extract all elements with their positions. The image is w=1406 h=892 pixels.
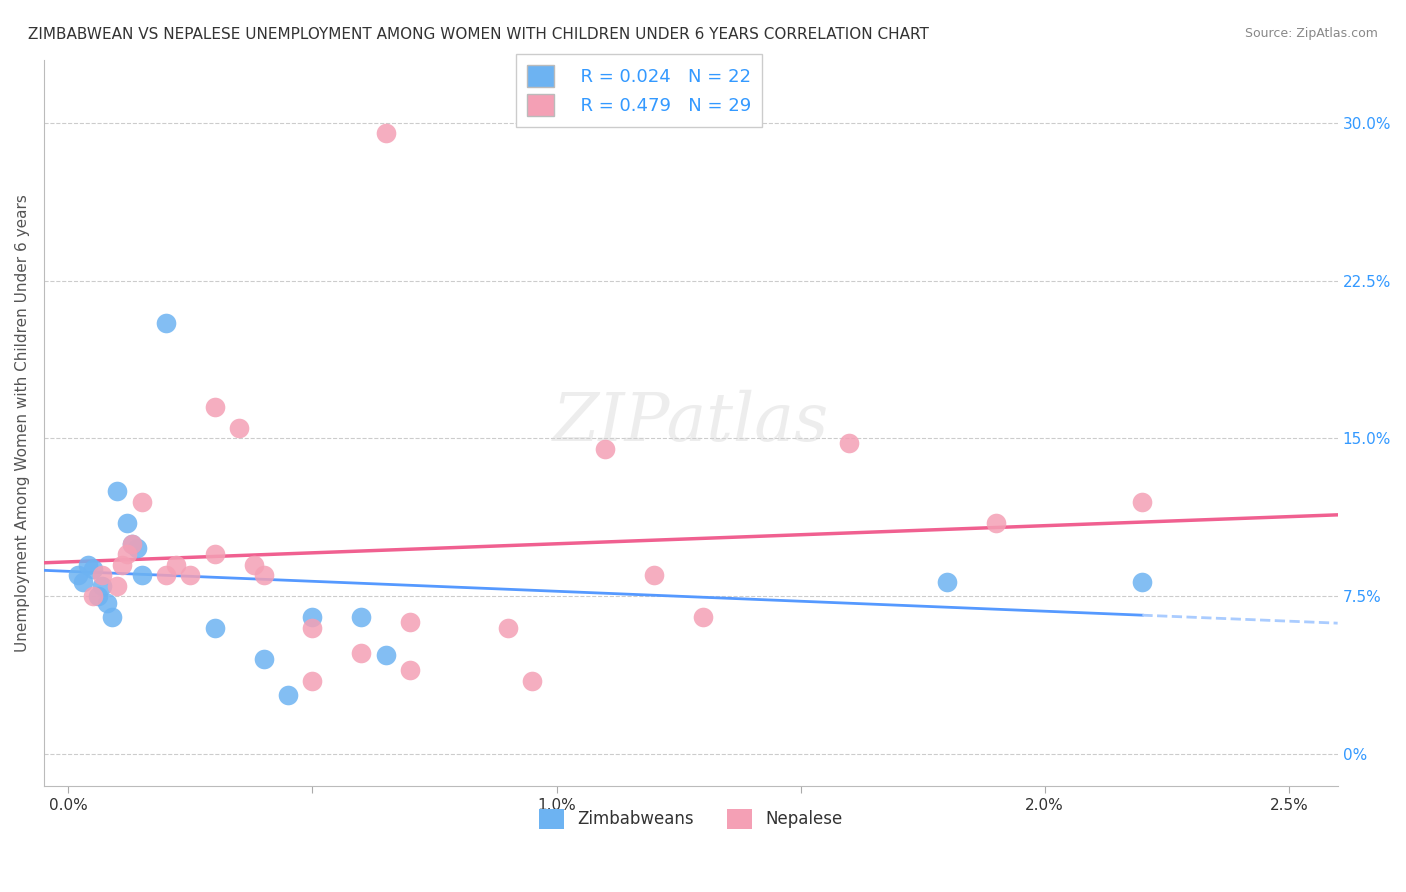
Point — [1130, 494, 1153, 508]
Point — [496, 621, 519, 635]
Point — [155, 316, 177, 330]
Point — [984, 516, 1007, 530]
Point — [115, 516, 138, 530]
Legend: Zimbabweans, Nepalese: Zimbabweans, Nepalese — [531, 802, 849, 836]
Point — [105, 579, 128, 593]
Point — [204, 547, 226, 561]
Point — [838, 435, 860, 450]
Point — [204, 400, 226, 414]
Point — [121, 537, 143, 551]
Point — [131, 494, 153, 508]
Point — [165, 558, 187, 572]
Point — [301, 610, 323, 624]
Point — [350, 646, 373, 660]
Point — [643, 568, 665, 582]
Point — [520, 673, 543, 688]
Point — [179, 568, 201, 582]
Point — [399, 663, 422, 677]
Point — [155, 568, 177, 582]
Point — [125, 541, 148, 555]
Point — [115, 547, 138, 561]
Point — [72, 574, 94, 589]
Point — [228, 421, 250, 435]
Point — [374, 126, 396, 140]
Point — [76, 558, 98, 572]
Point — [252, 568, 274, 582]
Point — [374, 648, 396, 663]
Text: ZIPatlas: ZIPatlas — [553, 390, 830, 455]
Text: ZIMBABWEAN VS NEPALESE UNEMPLOYMENT AMONG WOMEN WITH CHILDREN UNDER 6 YEARS CORR: ZIMBABWEAN VS NEPALESE UNEMPLOYMENT AMON… — [28, 27, 929, 42]
Point — [595, 442, 617, 456]
Point — [101, 610, 124, 624]
Point — [67, 568, 90, 582]
Point — [82, 562, 104, 576]
Point — [121, 537, 143, 551]
Point — [692, 610, 714, 624]
Point — [86, 590, 108, 604]
Point — [252, 652, 274, 666]
Point — [204, 621, 226, 635]
Point — [111, 558, 134, 572]
Point — [96, 596, 118, 610]
Point — [399, 615, 422, 629]
Text: Source: ZipAtlas.com: Source: ZipAtlas.com — [1244, 27, 1378, 40]
Point — [82, 590, 104, 604]
Point — [1130, 574, 1153, 589]
Point — [91, 579, 114, 593]
Point — [105, 484, 128, 499]
Y-axis label: Unemployment Among Women with Children Under 6 years: Unemployment Among Women with Children U… — [15, 194, 30, 652]
Point — [350, 610, 373, 624]
Point — [301, 621, 323, 635]
Point — [243, 558, 266, 572]
Point — [91, 568, 114, 582]
Point — [301, 673, 323, 688]
Point — [277, 688, 299, 702]
Point — [936, 574, 959, 589]
Point — [131, 568, 153, 582]
